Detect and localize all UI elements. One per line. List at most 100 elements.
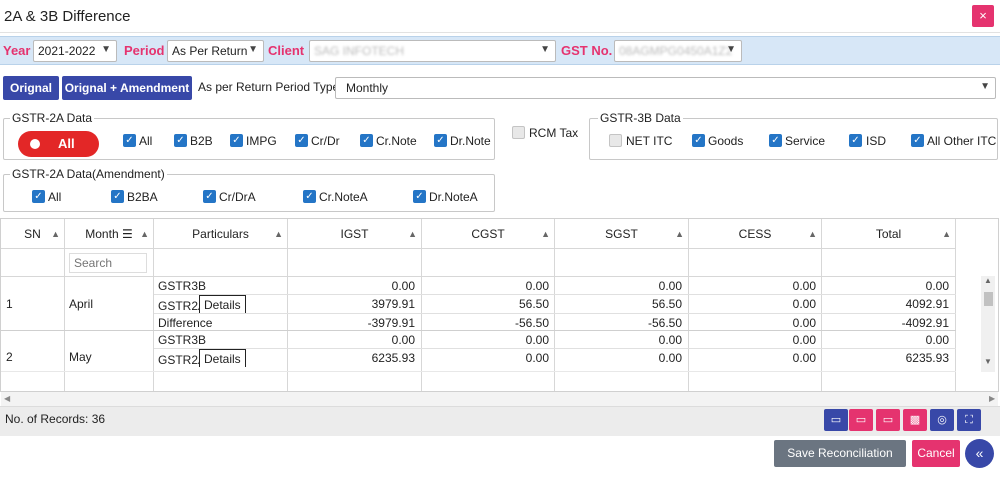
scroll-down-icon[interactable]: ▼ xyxy=(984,357,992,366)
window-title: 2A & 3B Difference xyxy=(4,8,131,25)
cgst-value: 0.00 xyxy=(525,333,549,347)
checkbox-2a-drnote[interactable]: ✓ xyxy=(434,134,447,147)
checkbox-label: Dr.NoteA xyxy=(429,190,478,204)
scrollbar-thumb[interactable] xyxy=(984,292,993,306)
checkbox-3b-isd[interactable]: ✓ xyxy=(849,134,862,147)
row-divider xyxy=(154,313,956,314)
column-label: SN xyxy=(24,227,41,241)
particular: GSTR3B xyxy=(158,279,207,293)
checkbox-label: Dr.Note xyxy=(450,134,491,148)
particular: Difference xyxy=(158,316,213,330)
checkbox-3b-net-itc[interactable] xyxy=(609,134,622,147)
checkbox-2a-b2b[interactable]: ✓ xyxy=(174,134,187,147)
checkbox-label: Cr.NoteA xyxy=(319,190,368,204)
month-search-input[interactable] xyxy=(69,253,147,273)
expand-icon: ⛶ xyxy=(965,414,973,426)
column-label: CGST xyxy=(471,227,505,241)
sgst-value: 0.00 xyxy=(658,279,682,293)
scroll-left-icon[interactable]: ◀ xyxy=(4,394,11,403)
gst-label: GST No. xyxy=(561,43,613,58)
row-sn: 2 xyxy=(6,350,13,364)
checkbox-2a-crdr[interactable]: ✓ xyxy=(295,134,308,147)
details-button[interactable]: Details xyxy=(199,295,246,313)
period-type-select[interactable]: Monthly ▼ xyxy=(335,77,996,99)
particular: GSTR2A xyxy=(158,299,207,313)
checkbox-amend-all[interactable]: ✓ xyxy=(32,190,45,203)
filter-cell xyxy=(288,249,422,277)
checkbox-label: Cr/Dr xyxy=(311,134,340,148)
column-header-cess[interactable]: CESS▲▼ xyxy=(689,219,822,269)
cancel-button[interactable]: Cancel xyxy=(912,440,960,467)
column-divider xyxy=(64,277,65,391)
checkbox-2a-all[interactable]: ✓ xyxy=(123,134,136,147)
cgst-value: 0.00 xyxy=(525,351,549,365)
collapse-button[interactable]: « xyxy=(965,439,994,468)
save-reconciliation-date-button[interactable]: Save Reconciliation Date xyxy=(774,440,906,487)
checkbox-amend-drnotea[interactable]: ✓ xyxy=(413,190,426,203)
column-header-sn[interactable]: SN▲▼ xyxy=(1,219,65,269)
print-button[interactable]: ▩ xyxy=(903,409,927,431)
checkbox-amend-crnotea[interactable]: ✓ xyxy=(303,190,316,203)
export-pdf-button[interactable]: ▭ xyxy=(824,409,848,431)
row-month: May xyxy=(69,350,92,364)
column-divider xyxy=(688,277,689,391)
checkbox-label: Goods xyxy=(708,134,744,148)
menu-icon[interactable]: ☰ xyxy=(121,227,133,241)
checkbox-3b-goods[interactable]: ✓ xyxy=(692,134,705,147)
filter-cell xyxy=(822,249,956,277)
total-value: 6235.93 xyxy=(905,351,949,365)
column-header-month[interactable]: Month ☰▲▼ xyxy=(65,219,154,269)
column-header-particulars[interactable]: Particulars▲▼ xyxy=(154,219,288,269)
checkbox-amend-crdra[interactable]: ✓ xyxy=(203,190,216,203)
column-divider xyxy=(821,277,822,391)
column-header-total[interactable]: Total▲▼ xyxy=(822,219,956,269)
export-file-button[interactable]: ▭ xyxy=(849,409,873,431)
period-type-value: Monthly xyxy=(346,81,389,95)
gst-value: 08AGMPG0450A1Z2 xyxy=(619,44,733,58)
scroll-right-icon[interactable]: ▶ xyxy=(989,394,996,403)
gstr2a-amendment-legend: GSTR-2A Data(Amendment) xyxy=(10,167,167,181)
tab-original[interactable]: Orignal xyxy=(3,76,59,100)
hide-columns-button[interactable]: ◎ xyxy=(930,409,954,431)
sgst-value: 56.50 xyxy=(651,297,682,311)
checkbox-3b-all-other-itc[interactable]: ✓ xyxy=(911,134,924,147)
horizontal-scrollbar[interactable] xyxy=(1,392,998,406)
checkbox-2a-crnote[interactable]: ✓ xyxy=(360,134,373,147)
close-button[interactable]: × xyxy=(972,5,994,27)
details-button[interactable]: Details xyxy=(199,349,246,367)
filter-cell xyxy=(689,249,822,277)
checkbox-label: B2B xyxy=(190,134,213,148)
tab-original-amendment[interactable]: Orignal + Amendment xyxy=(62,76,192,100)
column-header-cgst[interactable]: CGST▲▼ xyxy=(422,219,555,269)
period-label: Period xyxy=(124,43,165,58)
fullscreen-button[interactable]: ⛶ xyxy=(957,409,981,431)
total-value: -4092.91 xyxy=(901,316,949,330)
column-label: Particulars xyxy=(192,227,249,241)
gst-select[interactable]: 08AGMPG0450A1Z2 ▼ xyxy=(614,40,742,62)
checkbox-amend-b2ba[interactable]: ✓ xyxy=(111,190,124,203)
year-select[interactable]: 2021-2022 ▼ xyxy=(33,40,117,62)
checkbox-label: B2BA xyxy=(127,190,158,204)
period-select[interactable]: As Per Return ▼ xyxy=(167,40,264,62)
checkbox-label: Cr/DrA xyxy=(219,190,256,204)
checkbox-label: Cr.Note xyxy=(376,134,417,148)
checkbox-label: IMPG xyxy=(246,134,277,148)
filter-cell xyxy=(1,249,65,277)
column-divider xyxy=(421,277,422,391)
checkbox-2a-impg[interactable]: ✓ xyxy=(230,134,243,147)
client-select[interactable]: SAG INFOTECH ▼ xyxy=(309,40,556,62)
gstr3b-legend: GSTR-3B Data xyxy=(598,111,683,125)
column-header-igst[interactable]: IGST▲▼ xyxy=(288,219,422,269)
column-header-sgst[interactable]: SGST▲▼ xyxy=(555,219,689,269)
igst-value: 0.00 xyxy=(391,279,415,293)
all-toggle[interactable]: All xyxy=(18,131,99,157)
scroll-up-icon[interactable]: ▲ xyxy=(984,276,992,285)
particular: GSTR2A xyxy=(158,353,207,367)
document-icon: ▭ xyxy=(830,414,842,426)
checkbox-rcm-tax[interactable] xyxy=(512,126,525,139)
export-report-button[interactable]: ▭ xyxy=(876,409,900,431)
gstr3b-group xyxy=(589,118,998,160)
year-value: 2021-2022 xyxy=(38,44,96,58)
row-divider xyxy=(154,348,956,349)
checkbox-3b-service[interactable]: ✓ xyxy=(769,134,782,147)
